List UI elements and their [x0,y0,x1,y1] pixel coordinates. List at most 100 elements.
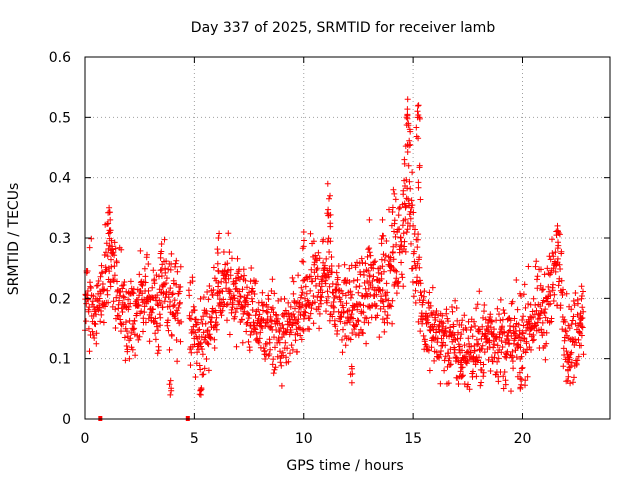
data-point [494,305,501,312]
data-point [174,317,181,324]
data-point [307,287,314,294]
data-point [339,336,345,343]
data-point [324,299,330,306]
data-point [155,327,161,334]
data-point [152,336,159,343]
data-point [193,316,199,323]
data-point [111,252,118,259]
data-point [387,302,393,309]
data-point [393,268,400,275]
data-point [198,316,205,323]
data-point [265,304,271,310]
data-point [421,336,428,343]
data-point [467,327,474,333]
data-point [494,342,501,349]
data-point [213,326,220,333]
data-point [139,282,146,289]
data-point [154,301,161,308]
y-axis-label: SRMTID / TECUs [6,183,22,296]
data-point [490,344,497,351]
data-point [568,306,575,313]
data-point [537,282,544,289]
data-point [550,298,557,304]
data-point [403,203,409,210]
data-point [264,316,271,322]
data-point [160,290,167,297]
data-point [290,290,297,297]
data-point [173,337,180,343]
data-point [99,269,106,276]
data-point [570,298,577,304]
data-point [141,265,148,272]
data-point [138,308,145,315]
data-point-extreme [167,377,174,384]
data-point-extreme [105,230,112,237]
data-point [547,269,554,276]
data-point [459,317,466,324]
data-point [127,335,134,342]
data-point [310,238,317,245]
data-point [129,289,136,296]
data-point [101,286,108,293]
data-point [548,315,555,322]
data-point [404,226,411,233]
data-point [267,346,274,353]
data-point [411,258,418,265]
data-point [465,381,471,388]
data-point [512,323,519,330]
data-point [567,380,574,387]
data-point-extreme [107,216,114,223]
data-point [522,349,529,356]
data-point [458,331,465,338]
data-point [545,283,552,290]
data-point [361,319,368,326]
data-point-extreme [214,260,221,267]
data-point [105,299,112,306]
data-point [464,348,471,355]
data-point-extreme [106,242,113,249]
data-point [289,274,296,281]
data-point [204,340,211,347]
data-point [397,204,403,211]
data-point [394,279,401,286]
data-point [425,319,432,326]
data-point [539,319,546,326]
data-point [396,226,403,233]
data-point-extreme [404,149,411,155]
data-point [544,298,550,305]
data-point [93,330,100,337]
data-point [108,237,115,244]
data-point [272,344,278,351]
data-point [563,290,570,297]
data-point [363,340,370,347]
data-point [150,306,156,313]
data-point [256,339,262,346]
data-point [369,278,376,284]
data-point [384,289,391,296]
data-point [543,340,550,347]
data-point [276,328,283,335]
data-point [329,313,336,320]
data-point [229,255,235,262]
data-point [332,293,339,300]
data-point [167,298,174,305]
data-point [129,346,136,353]
data-point [202,320,209,327]
data-point [197,366,204,373]
data-point [211,345,218,351]
data-point [112,325,119,331]
data-point [243,295,250,302]
data-point-extreme [415,179,422,186]
data-point [354,317,361,324]
data-point [153,272,160,279]
data-point [245,338,252,345]
data-point [465,335,472,342]
data-point [204,327,211,334]
data-point [400,283,407,290]
data-point [149,284,156,291]
data-point [545,301,552,308]
data-point [411,248,418,255]
data-point [382,308,388,315]
data-point [459,347,465,354]
data-point-extreme [215,267,222,274]
